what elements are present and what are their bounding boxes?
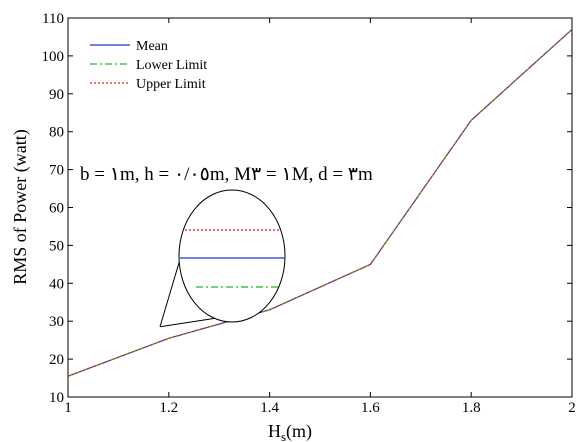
legend-label: Mean xyxy=(136,39,168,54)
y-tick-label: 90 xyxy=(49,87,64,103)
inset-ellipse xyxy=(178,189,286,323)
y-tick-label: 20 xyxy=(49,352,64,368)
y-tick-label: 60 xyxy=(49,201,64,217)
x-tick-label: 1.4 xyxy=(260,400,279,416)
parameter-annotation: b = ١m, h = ٠/٠٥m, M١ = ٣M, d = ٣m xyxy=(80,164,373,185)
series-line-upper-limit xyxy=(67,28,573,377)
x-tick-label: 1.6 xyxy=(361,400,380,416)
x-axis-label: Hs(m) xyxy=(268,421,312,442)
ticks: 10 20 30 40 50 60 70 80 90 100 110 1 1.2 1.4 1.6 1.8 2 xyxy=(42,11,576,416)
inset-lines xyxy=(180,229,285,288)
x-tick-label: 1.8 xyxy=(462,400,481,416)
x-axis-label-sub: s xyxy=(281,429,286,442)
y-axis-label: RMS of Power (watt) xyxy=(10,129,31,285)
y-tick-label: 100 xyxy=(42,49,65,65)
y-tick-label: 70 xyxy=(49,163,64,179)
x-axis-label-tail: (m) xyxy=(286,421,312,442)
y-tick-label: 10 xyxy=(49,390,64,406)
y-tick-label: 50 xyxy=(49,238,64,254)
legend: Mean Lower Limit Upper Limit xyxy=(90,39,207,92)
y-tick-label: 80 xyxy=(49,125,64,141)
x-tick-label: 2 xyxy=(568,400,576,416)
x-tick-label: 1 xyxy=(64,400,72,416)
legend-label: Lower Limit xyxy=(136,58,207,73)
inset-connector-top xyxy=(159,255,182,327)
plot-area xyxy=(67,17,573,398)
x-tick-label: 1.2 xyxy=(159,400,178,416)
legend-label: Upper Limit xyxy=(136,77,206,92)
zoom-inset xyxy=(159,189,286,328)
y-tick-label: 30 xyxy=(49,314,64,330)
y-tick-label: 40 xyxy=(49,276,64,292)
x-axis-label-main: H xyxy=(268,421,281,441)
series-group xyxy=(67,28,573,377)
y-tick-label: 110 xyxy=(42,11,64,27)
